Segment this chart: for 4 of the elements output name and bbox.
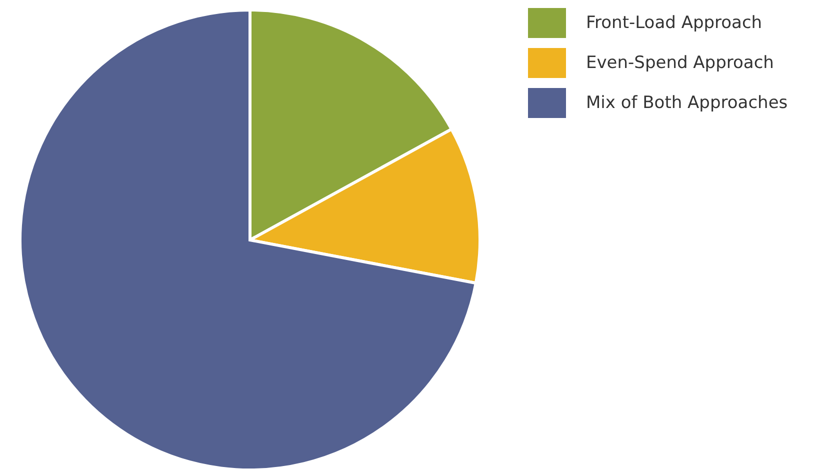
legend-label: Even-Spend Approach bbox=[586, 53, 774, 73]
legend-label: Mix of Both Approaches bbox=[586, 93, 788, 113]
legend-label: Front-Load Approach bbox=[586, 13, 762, 33]
pie-slice bbox=[18, 8, 478, 472]
